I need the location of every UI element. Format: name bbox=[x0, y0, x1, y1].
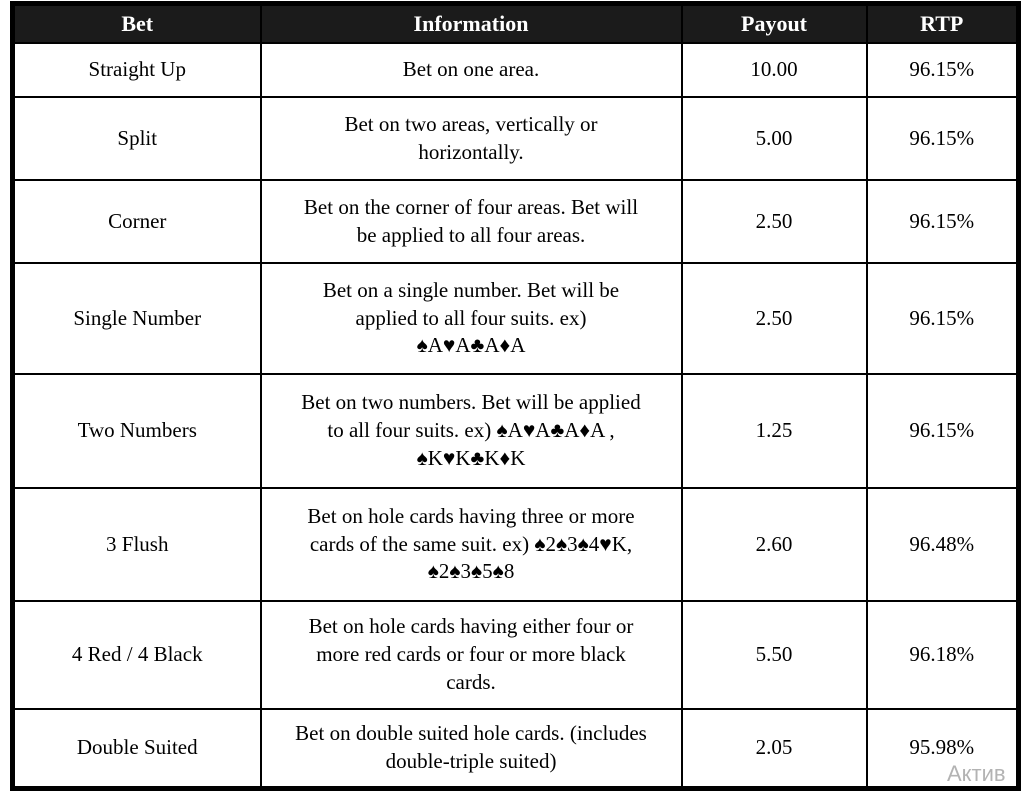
info-cell: Bet on double suited hole cards. (includ… bbox=[259, 708, 683, 789]
bet-cell: Straight Up bbox=[11, 42, 262, 98]
rtp-cell: 96.15% bbox=[865, 179, 1020, 264]
info-cell: Bet on hole cards having either four or … bbox=[259, 600, 683, 710]
table-row: Split Bet on two areas, vertically or ho… bbox=[11, 96, 1020, 181]
info-cell: Bet on two areas, vertically or horizont… bbox=[259, 96, 683, 181]
table-row: Single Number Bet on a single number. Be… bbox=[11, 262, 1020, 375]
rtp-cell: 96.48% bbox=[865, 487, 1020, 602]
header-bet: Bet bbox=[11, 2, 262, 44]
rtp-cell: 96.18% bbox=[865, 600, 1020, 710]
rtp-cell: 96.15% bbox=[865, 373, 1020, 489]
payout-cell: 10.00 bbox=[680, 42, 868, 98]
info-cell: Bet on a single number. Bet will be appl… bbox=[259, 262, 683, 375]
payout-cell: 2.05 bbox=[680, 708, 868, 789]
payout-cell: 1.25 bbox=[680, 373, 868, 489]
bet-cell: 3 Flush bbox=[11, 487, 262, 602]
paytable: Bet Information Payout RTP Straight Up B… bbox=[10, 1, 1021, 791]
table-row: 3 Flush Bet on hole cards having three o… bbox=[11, 487, 1020, 602]
payout-cell: 2.50 bbox=[680, 179, 868, 264]
paytable-header: Bet Information Payout RTP bbox=[11, 2, 1020, 44]
table-row: Straight Up Bet on one area. 10.00 96.15… bbox=[11, 42, 1020, 98]
header-payout: Payout bbox=[680, 2, 868, 44]
payout-cell: 2.60 bbox=[680, 487, 868, 602]
info-cell: Bet on hole cards having three or more c… bbox=[259, 487, 683, 602]
table-row: Double Suited Bet on double suited hole … bbox=[11, 708, 1020, 789]
rtp-cell: 96.15% bbox=[865, 96, 1020, 181]
rtp-cell: 96.15% bbox=[865, 262, 1020, 375]
payout-cell: 5.50 bbox=[680, 600, 868, 710]
info-cell: Bet on one area. bbox=[259, 42, 683, 98]
bet-cell: Split bbox=[11, 96, 262, 181]
header-row: Bet Information Payout RTP bbox=[11, 2, 1020, 44]
bet-cell: Single Number bbox=[11, 262, 262, 375]
table-row: 4 Red / 4 Black Bet on hole cards having… bbox=[11, 600, 1020, 710]
payout-cell: 5.00 bbox=[680, 96, 868, 181]
info-cell: Bet on two numbers. Bet will be applied … bbox=[259, 373, 683, 489]
info-cell: Bet on the corner of four areas. Bet wil… bbox=[259, 179, 683, 264]
header-rtp: RTP bbox=[865, 2, 1020, 44]
paytable-body: Straight Up Bet on one area. 10.00 96.15… bbox=[11, 42, 1020, 789]
rtp-cell: 96.15% bbox=[865, 42, 1020, 98]
bet-cell: Double Suited bbox=[11, 708, 262, 789]
table-row: Corner Bet on the corner of four areas. … bbox=[11, 179, 1020, 264]
bet-cell: 4 Red / 4 Black bbox=[11, 600, 262, 710]
table-row: Two Numbers Bet on two numbers. Bet will… bbox=[11, 373, 1020, 489]
payout-cell: 2.50 bbox=[680, 262, 868, 375]
header-information: Information bbox=[259, 2, 683, 44]
bet-cell: Two Numbers bbox=[11, 373, 262, 489]
bet-cell: Corner bbox=[11, 179, 262, 264]
rtp-cell: 95.98% bbox=[865, 708, 1020, 789]
